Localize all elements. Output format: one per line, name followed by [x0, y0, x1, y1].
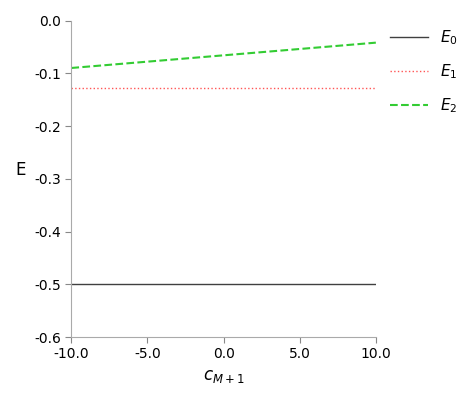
Legend: $E_0$, $E_1$, $E_2$: $E_0$, $E_1$, $E_2$ [390, 28, 458, 115]
Y-axis label: E: E [15, 161, 26, 179]
X-axis label: $c_{M+1}$: $c_{M+1}$ [203, 367, 245, 385]
